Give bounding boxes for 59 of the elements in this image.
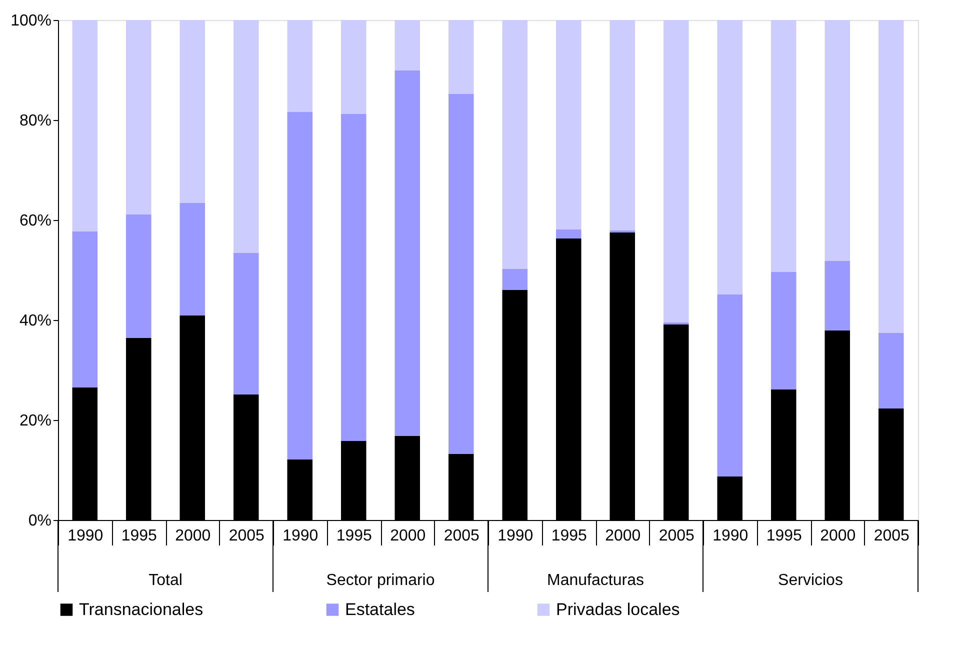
x-tick-label: 1995 bbox=[336, 528, 372, 544]
bar bbox=[340, 20, 366, 114]
x-tick-label: 2000 bbox=[605, 528, 641, 544]
bar bbox=[556, 20, 582, 230]
text: Manufacturas bbox=[547, 572, 644, 589]
bar bbox=[556, 230, 582, 238]
bar bbox=[610, 20, 636, 230]
bar bbox=[878, 333, 904, 408]
text: Servicios bbox=[778, 572, 843, 589]
x-tick-label: 1990 bbox=[282, 528, 318, 544]
bar bbox=[448, 94, 474, 454]
x-tick-label: 2005 bbox=[444, 528, 480, 544]
bar bbox=[126, 20, 152, 214]
y-tick-label: 0% bbox=[28, 512, 52, 530]
bar bbox=[394, 70, 420, 436]
bar bbox=[233, 20, 259, 253]
x-tick-label: 1995 bbox=[766, 528, 802, 544]
legend-label: Estatales bbox=[345, 600, 415, 619]
bar bbox=[824, 261, 850, 330]
bar bbox=[448, 20, 474, 94]
y-tick-label: 40% bbox=[19, 312, 52, 330]
x-tick-label: 1990 bbox=[68, 528, 104, 544]
x-tick-label: 2005 bbox=[658, 528, 695, 544]
legend-label: Privadas locales bbox=[556, 600, 680, 619]
bar bbox=[180, 203, 206, 316]
bar bbox=[287, 20, 313, 112]
bar bbox=[770, 272, 796, 390]
bar bbox=[126, 214, 152, 338]
legend-label: Transnacionales bbox=[79, 600, 204, 619]
x-tick-label: 2000 bbox=[390, 528, 426, 544]
x-tick-label: 2005 bbox=[228, 528, 265, 544]
bar bbox=[502, 269, 528, 290]
x-tick-label: 2000 bbox=[175, 528, 211, 544]
bar bbox=[180, 20, 206, 203]
bar bbox=[72, 232, 98, 388]
x-tick-label: 2000 bbox=[820, 528, 856, 544]
bar bbox=[878, 20, 904, 333]
text: Sector primario bbox=[326, 572, 435, 589]
x-tick-label: 1990 bbox=[498, 528, 534, 544]
bar bbox=[287, 112, 313, 460]
bar bbox=[824, 20, 850, 261]
y-tick-label: 20% bbox=[19, 412, 52, 430]
y-tick-label: 60% bbox=[19, 212, 52, 230]
bar bbox=[717, 20, 743, 294]
x-tick-label: 1995 bbox=[121, 528, 158, 544]
bar bbox=[72, 20, 98, 232]
x-tick-label: 2005 bbox=[874, 528, 910, 544]
bar bbox=[663, 20, 689, 322]
bar bbox=[340, 114, 366, 441]
bar bbox=[770, 20, 796, 272]
x-tick-label: 1990 bbox=[712, 528, 748, 544]
bar bbox=[394, 20, 420, 70]
text: Total bbox=[148, 572, 182, 589]
bar bbox=[233, 253, 259, 394]
y-tick-label: 80% bbox=[19, 112, 52, 130]
bar bbox=[502, 20, 528, 269]
x-tick-label: 1995 bbox=[551, 528, 588, 544]
y-tick-label: 100% bbox=[10, 12, 52, 30]
bar bbox=[717, 294, 743, 476]
